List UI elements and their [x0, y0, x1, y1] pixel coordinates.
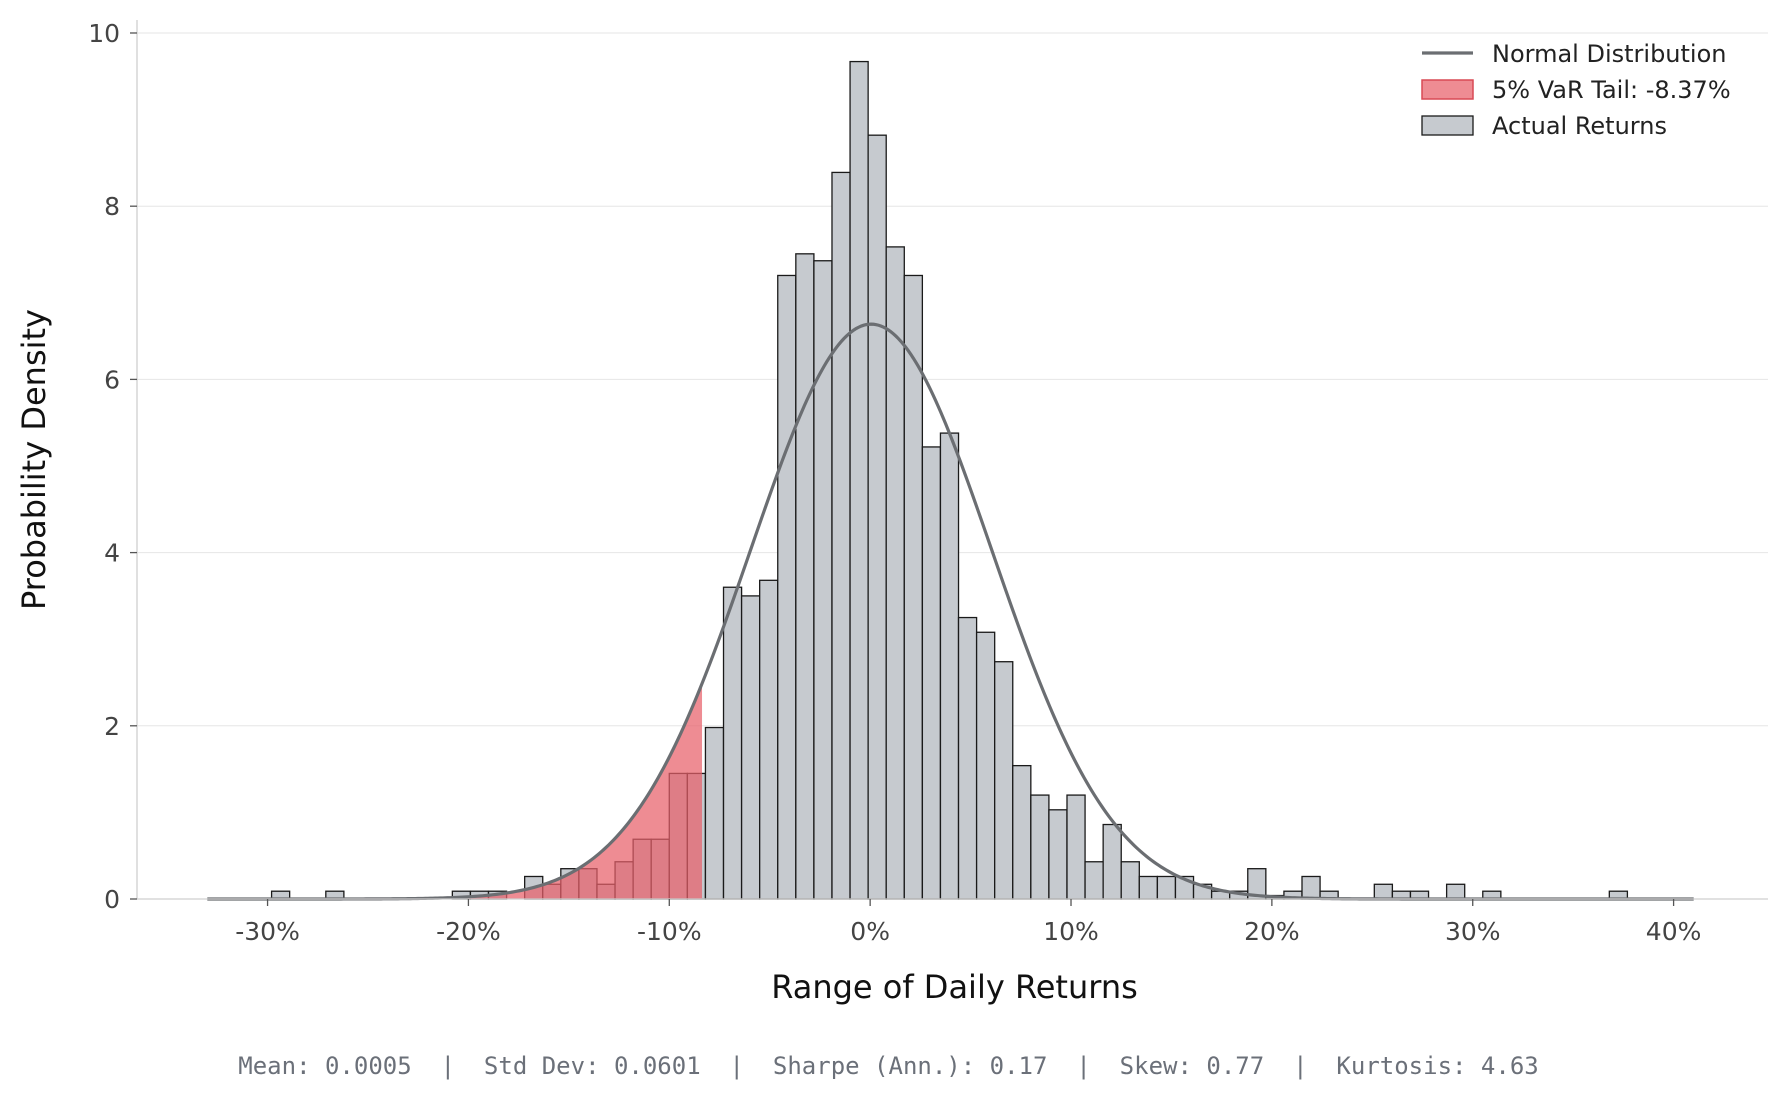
x-tick-label: 30%	[1445, 917, 1501, 946]
x-tick-label: -30%	[235, 917, 300, 946]
histogram-bar	[1138, 875, 1159, 900]
histogram-bar	[1030, 794, 1050, 900]
summary-statistics: Mean: 0.0005 | Std Dev: 0.0601 | Sharpe …	[238, 1052, 1539, 1080]
x-tick-label: 0%	[850, 917, 890, 946]
histogram-bar	[1102, 823, 1122, 900]
y-tick-label: 4	[104, 539, 120, 568]
legend: Normal Distribution 5% VaR Tail: -8.37% …	[1421, 40, 1731, 140]
histogram-bars	[270, 60, 1629, 900]
histogram-bar	[740, 595, 761, 900]
histogram-bar	[722, 586, 743, 900]
histogram-bar	[1066, 794, 1086, 900]
legend-actual-returns-swatch	[1421, 115, 1474, 136]
y-tick-label: 6	[104, 365, 120, 394]
axes	[136, 20, 1768, 900]
y-tick-label: 10	[88, 19, 120, 48]
legend-var-tail-label: 5% VaR Tail: -8.37%	[1492, 76, 1731, 104]
histogram-bar	[939, 432, 960, 900]
histogram-bar	[777, 274, 797, 900]
y-tick-label: 2	[104, 712, 120, 741]
histogram-bar	[1156, 875, 1177, 900]
histogram-bar	[1301, 875, 1321, 900]
histogram-bar	[1048, 809, 1068, 900]
histogram-bar	[994, 661, 1014, 900]
histogram-bar	[867, 134, 887, 900]
x-tick-label: 20%	[1244, 917, 1300, 946]
x-axis-label: Range of Daily Returns	[771, 968, 1138, 1006]
y-tick-label: 0	[104, 885, 120, 914]
histogram-bar	[849, 60, 869, 900]
histogram-bar	[704, 726, 725, 900]
x-axis-ticks: -30% -20% -10% 0% 10% 20% 30% 40%	[235, 899, 1701, 946]
histogram-bar	[831, 171, 851, 900]
legend-var-tail-swatch	[1421, 79, 1474, 100]
histogram-bar	[885, 246, 905, 900]
x-tick-label: -20%	[436, 917, 501, 946]
histogram-bar	[921, 446, 942, 900]
histogram-bar	[1445, 883, 1466, 900]
legend-normal-label: Normal Distribution	[1492, 40, 1726, 68]
y-axis-ticks: 0 2 4 6 8 10	[88, 19, 137, 914]
histogram-bar	[975, 631, 996, 900]
histogram-bar	[957, 616, 978, 900]
var-tail-area	[207, 683, 703, 899]
y-axis-label: Probability Density	[15, 309, 53, 610]
histogram-bar	[1120, 861, 1140, 900]
var-tail-fill	[207, 683, 703, 899]
histogram-bar	[1012, 764, 1032, 900]
histogram-bar	[1373, 883, 1394, 900]
histogram-bar	[795, 253, 815, 900]
histogram-bar	[759, 579, 779, 900]
grid-lines	[137, 32, 1768, 727]
chart: -30% -20% -10% 0% 10% 20% 30% 40% 0 2 4 6 8 10 Range…	[15, 19, 1768, 1006]
x-tick-label: 40%	[1646, 917, 1702, 946]
histogram-bar	[1084, 861, 1104, 900]
y-tick-label: 8	[104, 192, 120, 221]
legend-actual-returns-label: Actual Returns	[1492, 112, 1667, 140]
x-tick-label: -10%	[637, 917, 702, 946]
x-tick-label: 10%	[1043, 917, 1099, 946]
